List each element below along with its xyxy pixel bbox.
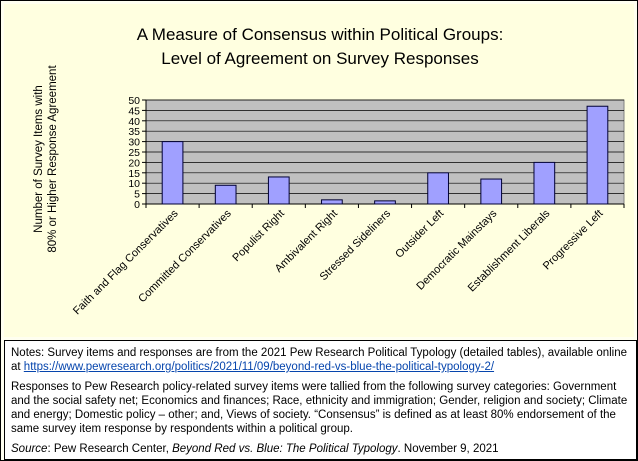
x-tick-label: Populist Right [230,208,286,264]
y-tick-label: 25 [128,147,140,159]
y-tick-label: 0 [134,199,140,211]
source-line: Source: Pew Research Center, Beyond Red … [11,442,630,456]
bar [214,184,237,205]
bar [267,176,290,205]
notes-box: Notes: Survey items and responses are fr… [4,340,637,460]
notes-paragraph-2: Responses to Pew Research policy-related… [11,381,628,435]
bar [321,199,343,205]
y-tick-label: 30 [128,137,140,149]
pew-typology-link[interactable]: https://www.pewresearch.org/politics/202… [23,361,495,373]
source-title: Beyond Red vs. Blue: The Political Typol… [172,443,398,455]
bar [374,200,396,205]
bar [161,141,184,205]
y-tick-label: 50 [128,95,140,107]
source-date: . November 9, 2021 [397,443,499,455]
y-axis-label-line-2: 80% or Higher Response Agreement [47,65,59,253]
y-axis-label: Number of Survey Items with 80% or Highe… [33,65,59,253]
notes-intro: Notes: Survey items and responses are fr… [11,347,628,373]
bar [533,161,556,205]
x-tick-label: Committed Conservatives [136,207,234,305]
chart-title: A Measure of Consensus within Political … [1,23,638,71]
y-tick-label: 10 [128,178,140,190]
notes-paragraph-1: Notes: Survey items and responses are fr… [11,346,630,374]
bar [586,105,609,205]
bar [480,178,503,205]
y-axis-label-line-1: Number of Survey Items with [33,85,45,233]
y-tick-label: 40 [128,116,140,128]
x-tick-label: Outsider Left [393,208,446,261]
bar [427,172,449,205]
x-tick-label: Faith and Flag Conservatives [71,207,181,317]
source-label: Source [11,443,48,455]
y-tick-label: 20 [128,157,140,169]
chart-title-line-1: A Measure of Consensus within Political … [136,25,504,44]
source-publisher: : Pew Research Center, [47,443,173,455]
y-tick-label: 45 [128,105,140,117]
y-tick-label: 35 [128,126,140,138]
chart-title-line-2: Level of Agreement on Survey Responses [161,49,479,68]
bar-chart: Number of Survey Items with 80% or Highe… [33,65,625,317]
y-tick-label: 15 [128,168,140,180]
y-tick-label: 5 [134,189,140,201]
